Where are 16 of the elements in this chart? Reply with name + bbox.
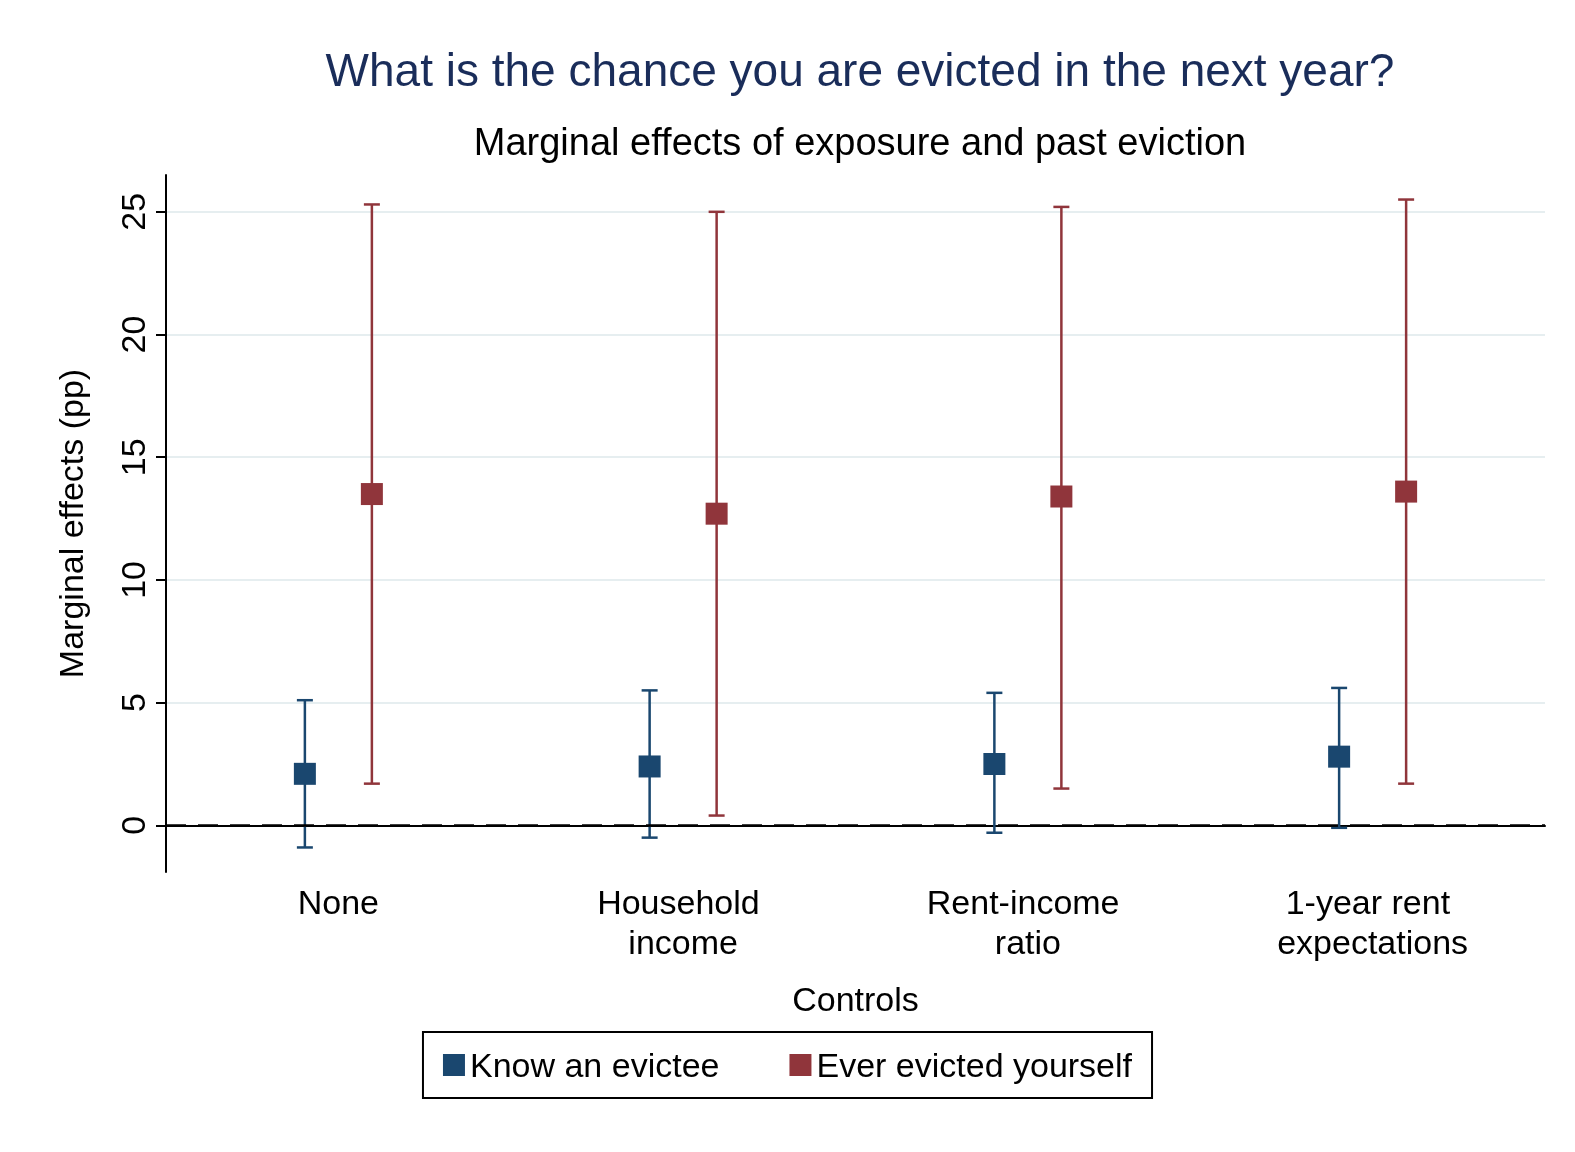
- chart-subtitle: Marginal effects of exposure and past eviction: [473, 121, 1247, 163]
- y-tick-label: 0: [114, 815, 152, 835]
- x-tick-label: None: [297, 883, 380, 921]
- x-tick-label: Rent-income ratio: [926, 883, 1129, 961]
- y-tick-label: 15: [114, 438, 152, 477]
- y-tick-label: 5: [114, 693, 152, 713]
- legend-label: Know an evictee: [469, 1046, 720, 1084]
- legend-label: Ever evicted yourself: [816, 1046, 1133, 1084]
- x-tick-label: 1-year rent expectations: [1277, 883, 1469, 961]
- y-axis-title: Marginal effects (pp): [52, 368, 90, 679]
- x-axis-title: Controls: [792, 980, 919, 1018]
- y-tick-label: 25: [114, 192, 152, 231]
- y-tick-label: 20: [114, 315, 152, 354]
- x-tick-label: Household income: [597, 883, 770, 961]
- chart-title: What is the chance you are evicted in the next year?: [325, 44, 1395, 96]
- y-tick-label: 10: [114, 561, 152, 599]
